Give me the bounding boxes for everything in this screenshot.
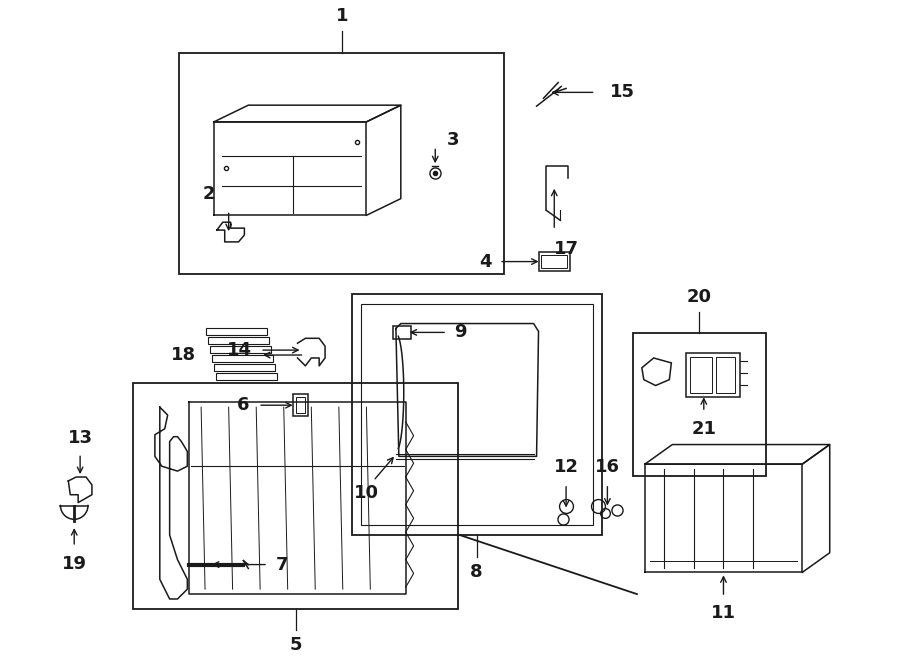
Bar	[690, 357, 712, 393]
Text: 19: 19	[62, 555, 86, 572]
Text: 6: 6	[237, 396, 249, 414]
Bar	[538, 252, 570, 272]
Bar	[542, 254, 567, 268]
Text: 8: 8	[470, 563, 483, 580]
Text: 10: 10	[354, 484, 379, 502]
Text: 21: 21	[691, 420, 716, 438]
Text: 2: 2	[202, 184, 215, 202]
Bar	[292, 395, 309, 416]
Text: 11: 11	[711, 604, 736, 622]
Bar	[352, 294, 602, 535]
Text: 18: 18	[171, 346, 196, 364]
Bar	[633, 333, 766, 476]
Text: 14: 14	[228, 341, 252, 359]
Bar	[393, 325, 410, 339]
Text: 4: 4	[479, 253, 491, 270]
Text: 12: 12	[554, 458, 579, 476]
Text: 17: 17	[554, 240, 579, 258]
Text: 5: 5	[289, 637, 302, 654]
Text: 13: 13	[68, 428, 93, 447]
Text: 20: 20	[687, 288, 711, 306]
Bar	[295, 397, 305, 413]
Text: 3: 3	[447, 131, 460, 149]
Bar	[133, 383, 458, 609]
Bar	[686, 353, 740, 397]
Text: 1: 1	[336, 7, 348, 26]
Text: 16: 16	[595, 458, 620, 476]
Bar	[179, 53, 504, 274]
Bar	[362, 304, 592, 525]
Text: 9: 9	[454, 323, 466, 341]
Text: 7: 7	[276, 555, 288, 574]
Bar	[716, 357, 735, 393]
Text: 15: 15	[610, 83, 635, 101]
